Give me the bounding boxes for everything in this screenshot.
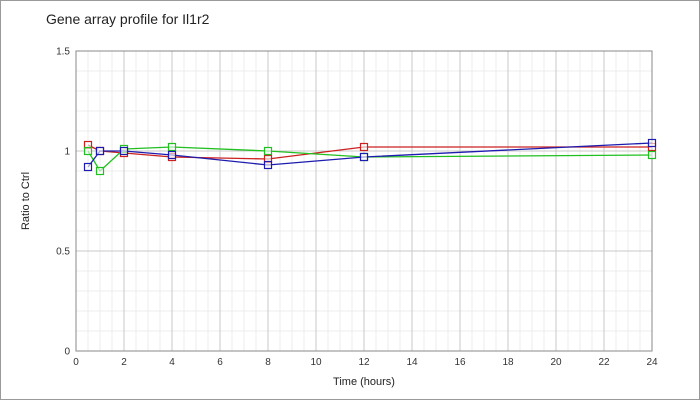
data-point: [647, 138, 657, 148]
x-tick-label: 8: [265, 357, 271, 368]
x-tick-label: 10: [310, 357, 322, 368]
x-tick-label: 0: [73, 357, 79, 368]
x-tick-label: 6: [217, 357, 223, 368]
plot-area: [75, 50, 653, 352]
data-point: [83, 146, 93, 156]
series-layer: [83, 138, 657, 176]
x-tick-label: 22: [598, 357, 610, 368]
data-point: [167, 142, 177, 152]
x-tick-label: 16: [454, 357, 466, 368]
x-axis-label: Time (hours): [333, 376, 395, 388]
data-point: [119, 146, 129, 156]
x-tick-label: 20: [550, 357, 562, 368]
y-axis-label: Ratio to Ctrl: [20, 172, 32, 230]
x-tick-label: 4: [169, 357, 175, 368]
data-point: [95, 166, 105, 176]
data-point: [263, 146, 273, 156]
x-tick-label: 12: [358, 357, 370, 368]
y-tick-label: 1: [64, 147, 70, 158]
y-tick-label: 0.5: [56, 247, 70, 258]
grid: [75, 50, 653, 352]
data-point: [263, 160, 273, 170]
y-tick-label: 1.5: [56, 47, 70, 58]
data-point: [359, 142, 369, 152]
series-3: [83, 138, 657, 172]
data-point: [167, 150, 177, 160]
y-tick-label: 0: [64, 347, 70, 358]
x-tick-label: 2: [121, 357, 127, 368]
data-point: [359, 152, 369, 162]
x-tick-label: 14: [406, 357, 418, 368]
x-tick-label: 24: [646, 357, 658, 368]
chart-title: Gene array profile for Il1r2: [46, 11, 210, 27]
data-point: [95, 146, 105, 156]
data-point: [647, 150, 657, 160]
data-point: [83, 162, 93, 172]
x-tick-label: 18: [502, 357, 514, 368]
